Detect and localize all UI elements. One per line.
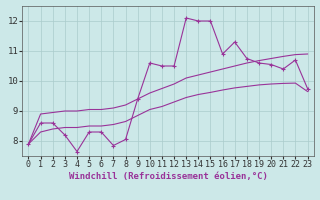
X-axis label: Windchill (Refroidissement éolien,°C): Windchill (Refroidissement éolien,°C) (68, 172, 268, 181)
